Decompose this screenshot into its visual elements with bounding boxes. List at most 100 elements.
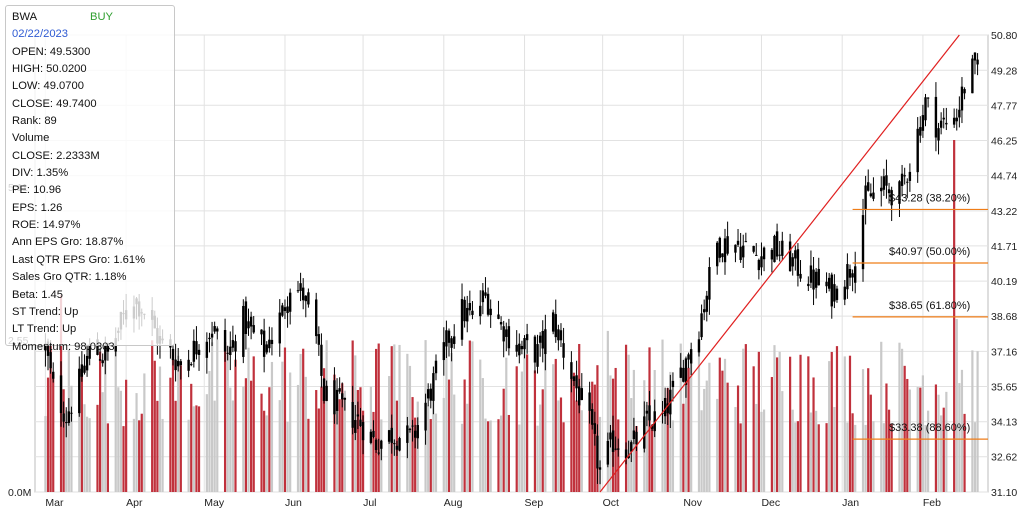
volume-bars <box>44 140 979 492</box>
volume-bar <box>132 418 136 492</box>
volume-bar <box>143 373 146 492</box>
volume-bar <box>270 361 274 492</box>
volume-tick-label: 0.0M <box>8 487 31 499</box>
volume-bar <box>778 351 781 492</box>
volume-bar <box>125 379 128 492</box>
volume-bar <box>942 407 945 492</box>
candle-body <box>471 310 474 315</box>
volume-bar <box>927 410 930 492</box>
candle-body <box>244 301 248 335</box>
volume-bar <box>880 341 883 492</box>
volume-bar <box>158 366 162 492</box>
candle-body <box>515 344 518 352</box>
volume-bar <box>846 422 849 492</box>
volume-bar <box>591 381 594 492</box>
volume-bar <box>708 362 711 492</box>
volume-bar <box>906 378 909 492</box>
candle-body <box>450 338 453 348</box>
volume-bar <box>544 341 547 492</box>
volume-bar <box>554 358 557 492</box>
candle-body <box>632 430 636 440</box>
candle-body <box>390 427 393 444</box>
candle-body <box>429 388 432 401</box>
volume-bar <box>252 356 255 492</box>
volume-bar <box>460 423 464 492</box>
candle-body <box>62 413 65 422</box>
candle-body <box>489 308 492 316</box>
volume-bar <box>742 348 745 492</box>
volume-bar <box>726 382 729 492</box>
volume-bar <box>955 318 958 492</box>
info-line: DIV: 1.35% <box>12 167 69 180</box>
info-line: Ann EPS Gro: 18.87% <box>12 236 124 249</box>
candle-body <box>424 402 427 431</box>
candle-body <box>833 284 836 302</box>
price-tick-label: 40.19 <box>991 276 1017 288</box>
volume-bar <box>114 343 117 492</box>
month-label: Jul <box>363 497 376 509</box>
candle-body <box>807 283 810 287</box>
volume-bar <box>296 384 300 492</box>
candle-body <box>171 348 175 361</box>
candle-body <box>775 231 779 257</box>
candle-body <box>903 175 906 177</box>
candle-body <box>921 115 925 131</box>
candle-body <box>791 257 794 267</box>
candle-body <box>627 455 630 458</box>
volume-bar <box>559 397 563 492</box>
candle-body <box>479 305 482 317</box>
candle-body <box>468 302 472 311</box>
candle-body <box>231 340 235 348</box>
candle-body <box>486 293 490 315</box>
volume-bar <box>666 388 669 492</box>
candle-body <box>505 329 508 337</box>
volume-bar <box>299 353 302 492</box>
candle-body <box>499 322 503 325</box>
volume-bar <box>851 413 854 492</box>
volume-bar <box>739 423 742 492</box>
candle-body <box>958 109 961 118</box>
candle-body <box>645 410 649 414</box>
volume-bar <box>867 368 870 492</box>
volume-bar <box>833 407 836 492</box>
candle-body <box>851 273 854 278</box>
candle-body <box>46 341 50 356</box>
candle-body <box>281 305 284 316</box>
candle-body <box>541 330 544 349</box>
candle-body <box>65 422 68 424</box>
candle-body <box>260 329 263 335</box>
candle-body <box>721 253 724 258</box>
volume-bar <box>78 369 81 492</box>
volume-bar <box>247 347 250 492</box>
candle-body <box>648 405 651 421</box>
candle-body <box>229 346 232 355</box>
volume-bar <box>919 387 922 492</box>
info-line: Last QTR EPS Gro: 1.61% <box>12 253 146 266</box>
candle-body <box>413 430 417 438</box>
price-tick-label: 37.16 <box>991 346 1017 358</box>
info-line: ST Trend: Up <box>12 305 79 318</box>
candle-body <box>533 336 537 363</box>
volume-bar <box>445 345 448 492</box>
candle-body <box>718 237 722 258</box>
candle-body <box>453 336 456 344</box>
info-line: Sales Gro QTR: 1.18% <box>12 271 127 284</box>
quote-date: 02/22/2023 <box>12 28 68 41</box>
volume-bar <box>242 386 245 492</box>
volume-bar <box>507 414 510 492</box>
volume-bar <box>453 394 456 492</box>
volume-bar <box>940 415 943 492</box>
volume-bar <box>775 357 779 492</box>
volume-bar <box>908 389 911 492</box>
candle-body <box>788 241 792 272</box>
volume-bar <box>70 385 73 492</box>
candle-body <box>343 397 347 400</box>
volume-bar <box>283 347 287 492</box>
candle-body <box>307 292 310 305</box>
candle-body <box>609 432 612 440</box>
volume-bar <box>872 421 875 492</box>
volume-bar <box>450 352 453 492</box>
info-line: Momentum: 98.0303 <box>12 340 115 353</box>
candle-body <box>356 414 360 417</box>
volume-bar <box>226 345 229 492</box>
